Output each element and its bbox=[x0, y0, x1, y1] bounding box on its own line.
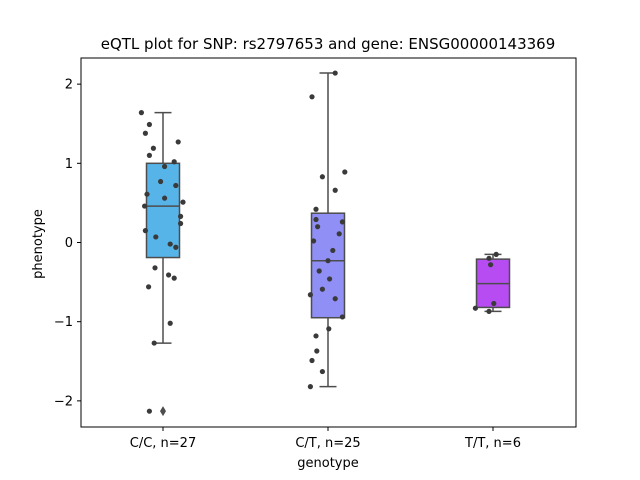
data-point bbox=[146, 121, 152, 128]
data-point bbox=[162, 163, 168, 170]
data-point bbox=[166, 272, 172, 278]
y-tick-label: 1 bbox=[65, 157, 73, 172]
data-point bbox=[493, 251, 499, 257]
data-point bbox=[332, 296, 338, 302]
y-tick-label: 2 bbox=[65, 78, 73, 93]
data-point bbox=[314, 348, 320, 354]
data-point bbox=[171, 159, 177, 165]
data-point bbox=[313, 206, 319, 212]
data-point bbox=[307, 384, 313, 390]
data-point bbox=[313, 216, 319, 223]
data-point bbox=[144, 191, 150, 197]
data-point bbox=[332, 187, 338, 193]
x-tick-label: T/T, n=6 bbox=[464, 436, 521, 451]
data-point bbox=[175, 139, 181, 145]
data-point bbox=[486, 308, 492, 314]
box-iqr bbox=[310, 212, 346, 319]
data-point bbox=[319, 368, 325, 375]
data-point bbox=[142, 228, 148, 234]
data-point bbox=[173, 182, 179, 189]
data-point bbox=[146, 284, 152, 290]
outlier-marker bbox=[160, 406, 166, 417]
data-point bbox=[138, 110, 144, 116]
data-point bbox=[151, 340, 157, 346]
data-point bbox=[307, 292, 313, 298]
x-tick-label: C/C, n=27 bbox=[130, 436, 196, 451]
box-group bbox=[138, 110, 186, 417]
data-point bbox=[158, 178, 164, 185]
y-tick-label: −2 bbox=[54, 394, 73, 409]
data-point bbox=[178, 213, 184, 219]
data-point bbox=[486, 255, 492, 261]
data-point bbox=[332, 70, 338, 76]
data-point bbox=[311, 238, 317, 244]
data-point bbox=[339, 219, 345, 225]
data-point bbox=[167, 241, 173, 247]
data-point bbox=[319, 174, 325, 180]
chart-title: eQTL plot for SNP: rs2797653 and gene: E… bbox=[101, 35, 556, 53]
x-tick-label: C/T, n=25 bbox=[295, 436, 360, 451]
data-point bbox=[146, 408, 152, 414]
data-point bbox=[178, 220, 184, 227]
y-tick-label: −1 bbox=[54, 315, 73, 330]
data-point bbox=[173, 244, 179, 250]
data-point bbox=[330, 247, 336, 254]
data-point bbox=[316, 268, 322, 274]
box-iqr bbox=[145, 162, 181, 259]
y-tick-label: 0 bbox=[65, 236, 73, 251]
data-point bbox=[180, 199, 186, 205]
plot-area bbox=[138, 70, 511, 417]
data-point bbox=[150, 145, 156, 151]
data-point bbox=[491, 300, 497, 307]
data-point bbox=[315, 224, 321, 230]
data-point bbox=[309, 94, 315, 100]
y-axis-label: phenotype bbox=[31, 209, 46, 279]
data-point bbox=[146, 152, 152, 158]
data-point bbox=[488, 262, 494, 268]
data-point bbox=[152, 265, 158, 271]
data-point bbox=[325, 258, 331, 264]
axes: 2 1 0 −1 −2 C/C, n=27 C/T, n=25 T/T, n=6 bbox=[54, 57, 577, 451]
data-point bbox=[472, 305, 478, 311]
data-point bbox=[313, 333, 319, 339]
data-point bbox=[162, 195, 168, 201]
data-point bbox=[309, 357, 315, 364]
data-point bbox=[142, 130, 148, 136]
data-point bbox=[171, 275, 177, 281]
data-point bbox=[327, 276, 333, 282]
data-point bbox=[142, 203, 148, 209]
data-point bbox=[342, 169, 348, 175]
box-group bbox=[472, 251, 511, 314]
data-point bbox=[336, 231, 342, 237]
data-point bbox=[326, 326, 332, 332]
data-point bbox=[319, 286, 325, 292]
data-point bbox=[153, 234, 159, 240]
data-point bbox=[167, 320, 173, 326]
x-axis-label: genotype bbox=[297, 456, 358, 471]
box-group bbox=[307, 70, 348, 390]
data-point bbox=[339, 314, 345, 320]
